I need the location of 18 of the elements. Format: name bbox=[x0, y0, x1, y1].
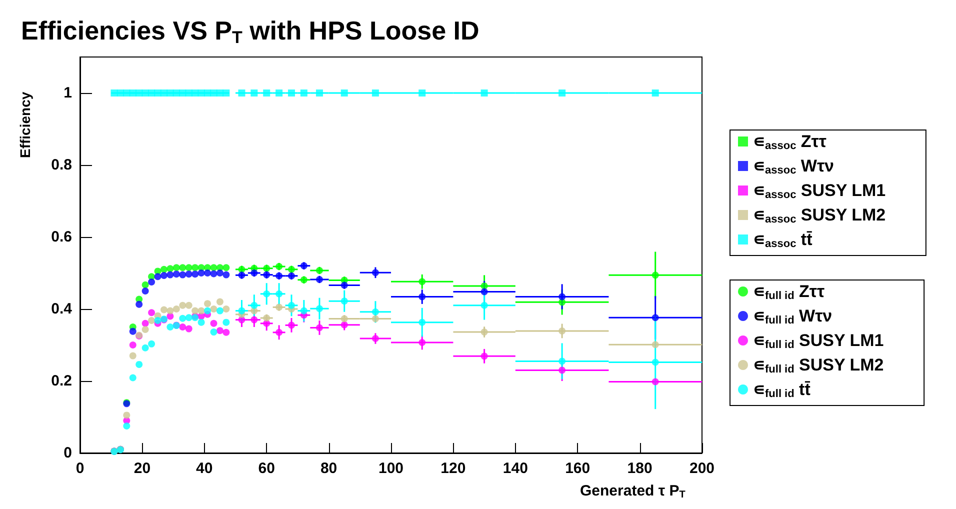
y-tick-label: 0.8 bbox=[51, 156, 72, 174]
x-tick-label: 80 bbox=[320, 460, 338, 477]
x-tick-label: 180 bbox=[627, 460, 652, 477]
x-tick-label: 160 bbox=[565, 460, 590, 477]
x-tick-label: 0 bbox=[76, 460, 84, 477]
x-tick-label: 100 bbox=[378, 460, 404, 477]
x-tick-label: 140 bbox=[502, 460, 528, 477]
x-tick-label: 200 bbox=[689, 460, 715, 477]
x-tick-label: 40 bbox=[196, 460, 213, 477]
y-tick-label: 0.2 bbox=[51, 372, 72, 390]
x-tick-label: 60 bbox=[258, 460, 275, 477]
y-axis-title: Efficiency bbox=[17, 92, 33, 158]
y-tick-label: 1 bbox=[64, 84, 72, 102]
y-tick-label: 0.6 bbox=[51, 228, 72, 246]
y-tick-label: 0 bbox=[64, 444, 72, 462]
x-tick-label: 120 bbox=[440, 460, 466, 477]
y-tick-label: 0.4 bbox=[51, 300, 73, 318]
x-tick-label: 20 bbox=[134, 460, 151, 477]
